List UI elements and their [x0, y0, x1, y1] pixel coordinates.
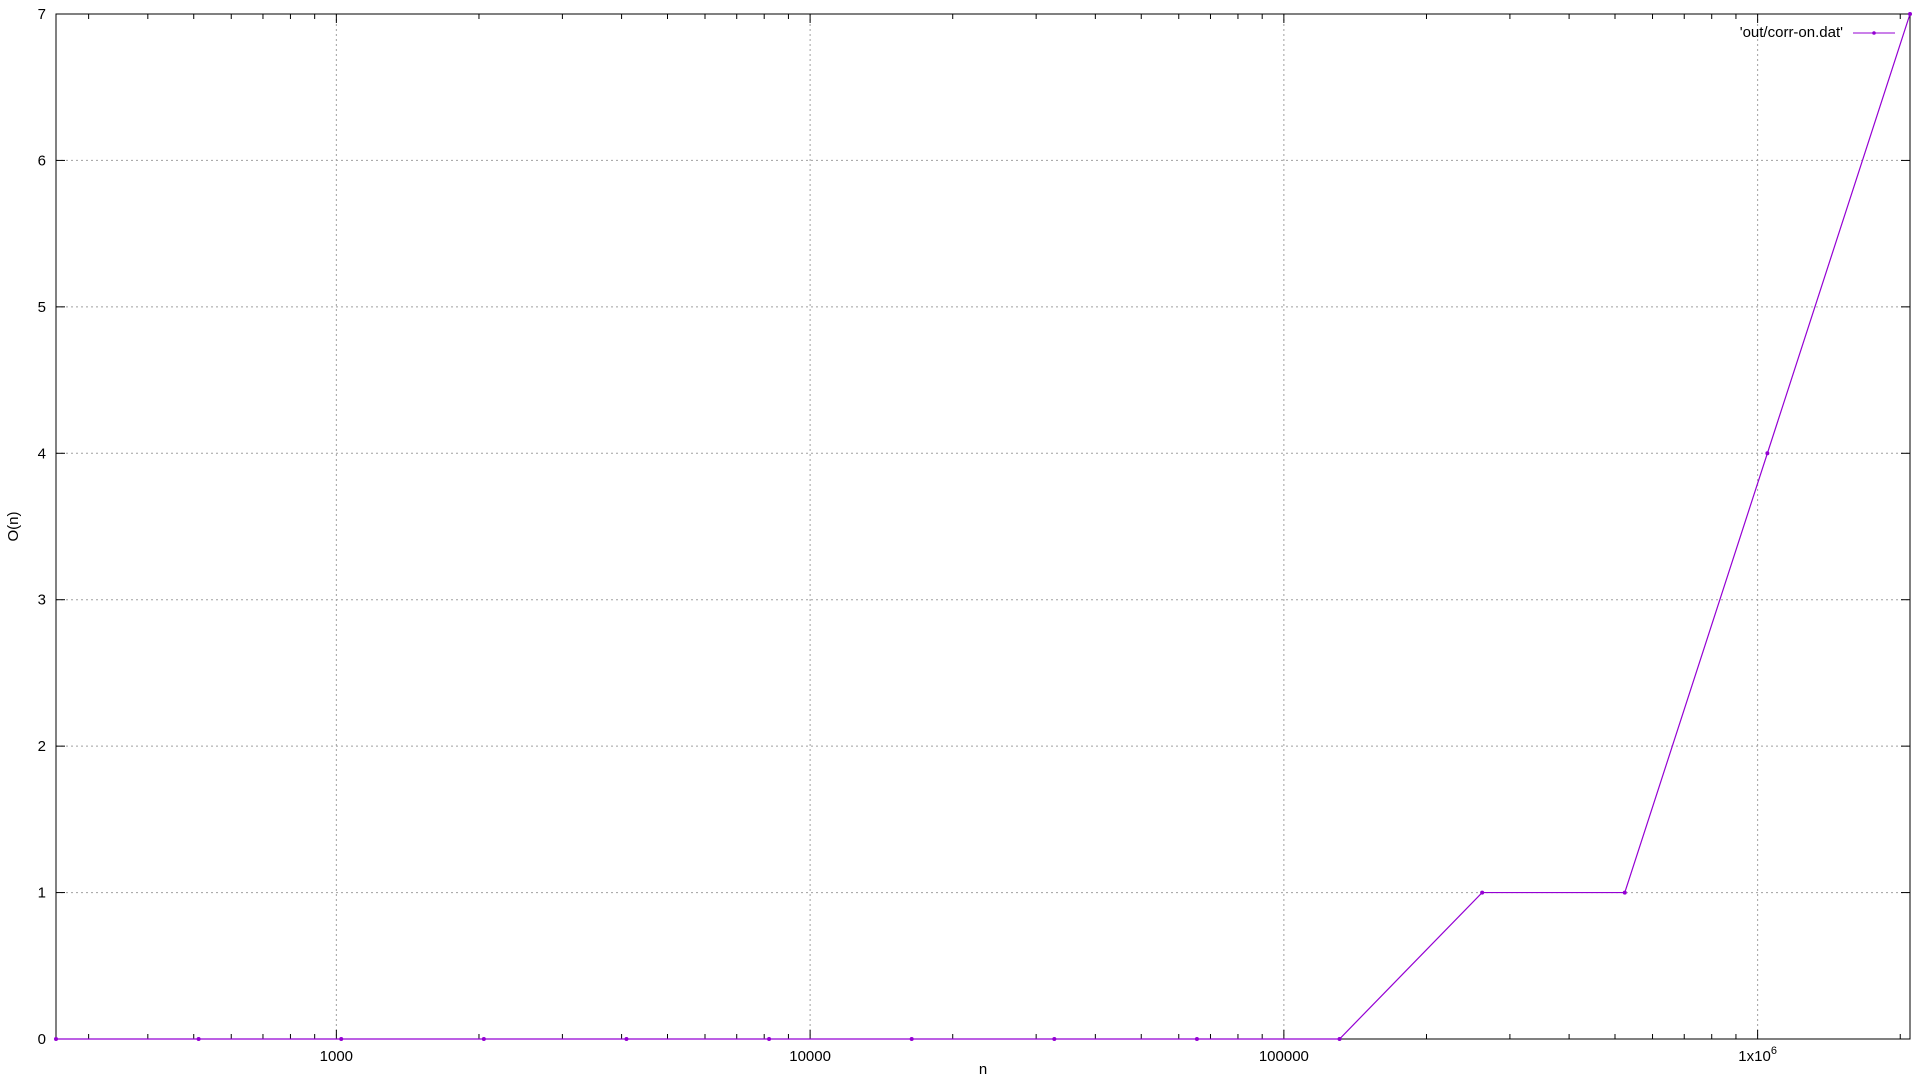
legend-swatch-marker — [1872, 31, 1876, 35]
x-axis-title: n — [979, 1061, 987, 1078]
axis-ticks — [56, 13, 1910, 1040]
x-tick-label: 100000 — [1259, 1048, 1309, 1065]
x-tick-label: 1000 — [320, 1048, 353, 1065]
data-point — [1908, 12, 1912, 16]
legend: 'out/corr-on.dat' — [1740, 24, 1895, 41]
y-tick-label: 6 — [38, 152, 46, 169]
x-tick-label-exponent: 6 — [1771, 1045, 1777, 1057]
data-point — [1765, 451, 1770, 456]
legend-label: 'out/corr-on.dat' — [1740, 24, 1843, 41]
data-point — [54, 1037, 58, 1041]
y-tick-label: 5 — [38, 299, 46, 316]
tick-labels: 0 1 2 3 4 5 6 7 1000 10000 100000 1x106 — [38, 6, 1777, 1065]
y-tick-label: 4 — [38, 445, 46, 462]
data-point — [909, 1037, 914, 1041]
data-point — [1622, 890, 1627, 895]
y-tick-label: 1 — [38, 885, 46, 902]
y-tick-label: 0 — [38, 1031, 46, 1048]
data-point — [1337, 1037, 1342, 1041]
data-point — [481, 1037, 486, 1041]
data-point — [767, 1037, 772, 1041]
data-point — [339, 1037, 344, 1041]
series-layer — [54, 12, 1912, 1041]
data-point — [624, 1037, 629, 1041]
y-tick-label: 3 — [38, 592, 46, 609]
y-tick-label: 7 — [38, 6, 46, 23]
y-tick-label: 2 — [38, 738, 46, 755]
data-point — [196, 1037, 201, 1041]
data-point — [1194, 1037, 1199, 1041]
data-point — [1052, 1037, 1057, 1041]
data-point — [1480, 890, 1485, 895]
x-tick-label: 10000 — [789, 1048, 831, 1065]
plot-frame — [55, 13, 1911, 1040]
x-tick-label: 1x106 — [1738, 1045, 1777, 1065]
y-axis-title: O(n) — [5, 511, 22, 541]
series-line — [56, 13, 1911, 1040]
grid — [56, 14, 1910, 1039]
